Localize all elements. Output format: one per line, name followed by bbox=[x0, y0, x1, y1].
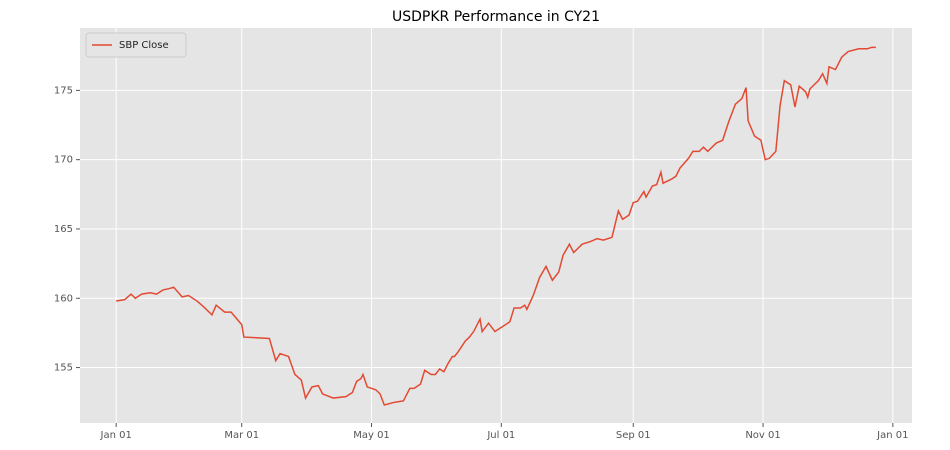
y-tick-label: 155 bbox=[54, 363, 73, 374]
x-tick-label: Nov 01 bbox=[745, 430, 780, 441]
plot-area bbox=[80, 28, 912, 423]
x-tick-label: Sep 01 bbox=[616, 430, 651, 441]
y-tick-label: 170 bbox=[54, 155, 73, 166]
x-tick-label: Jul 01 bbox=[486, 430, 515, 441]
chart-title: USDPKR Performance in CY21 bbox=[392, 9, 600, 25]
x-tick-label: May 01 bbox=[353, 430, 390, 441]
y-tick-label: 165 bbox=[54, 224, 73, 235]
legend-label: SBP Close bbox=[119, 40, 169, 51]
line-series bbox=[116, 46, 876, 406]
x-tick-label: Jan 01 bbox=[876, 430, 908, 441]
x-tick-label: Jan 01 bbox=[100, 430, 132, 441]
x-tick-label: Mar 01 bbox=[224, 430, 259, 441]
y-tick-label: 175 bbox=[54, 85, 73, 96]
legend-box bbox=[85, 32, 187, 58]
y-tick-label: 160 bbox=[54, 293, 73, 304]
